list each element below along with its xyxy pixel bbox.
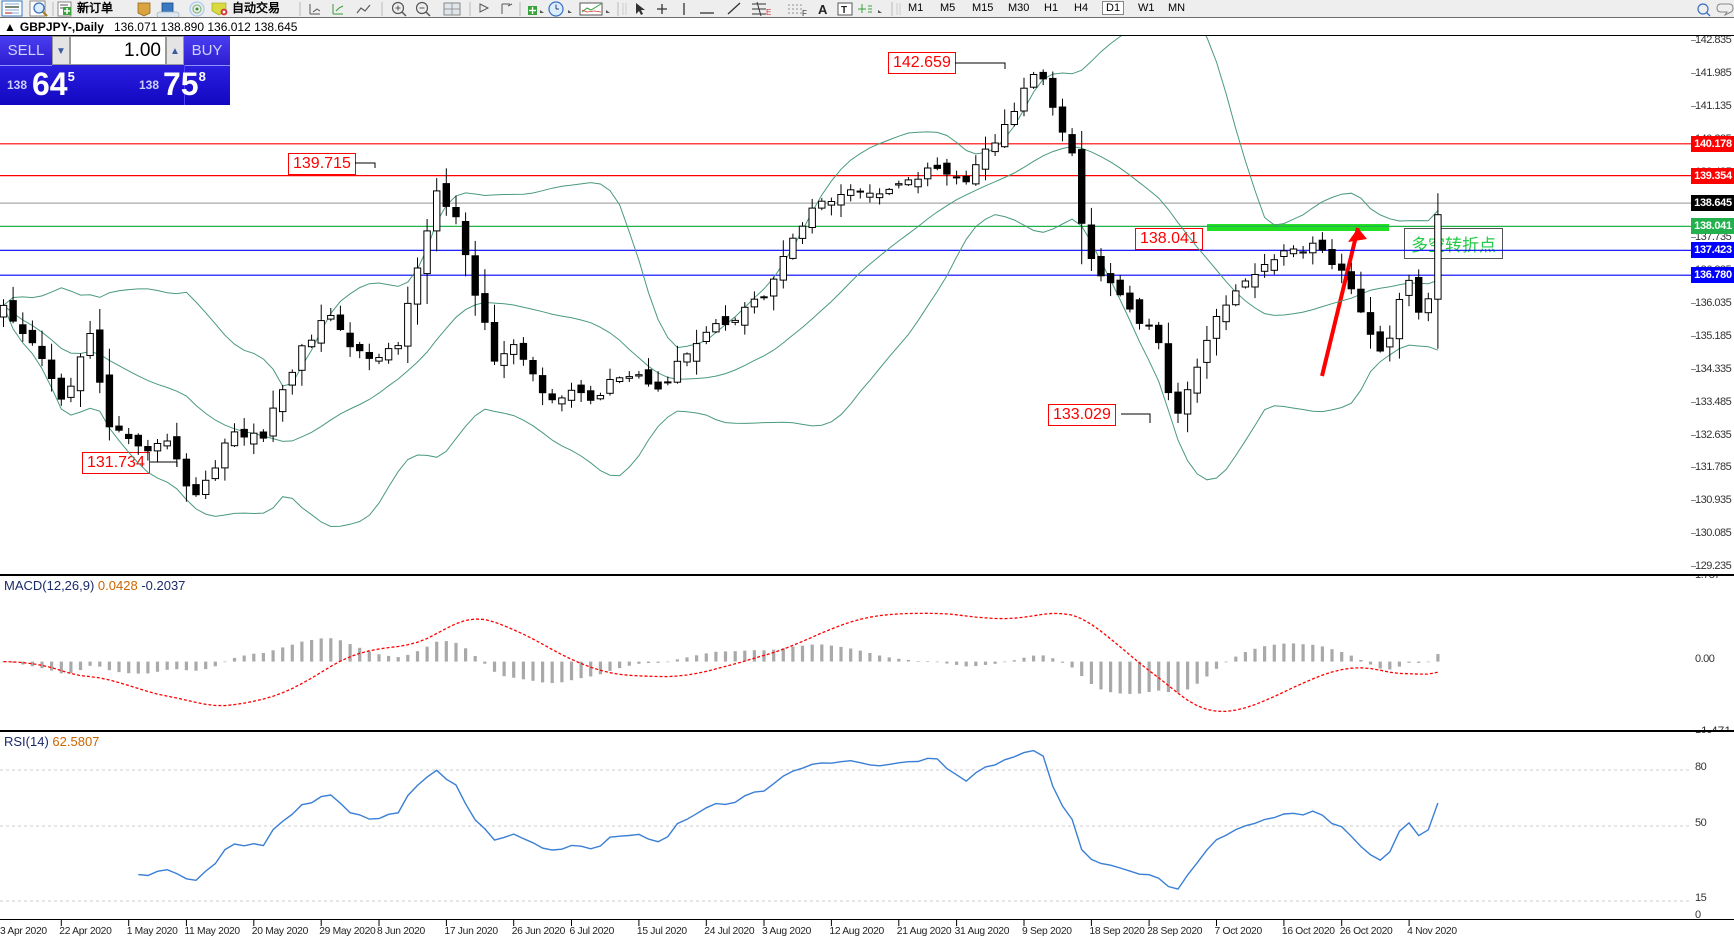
svg-text:A: A <box>818 2 828 17</box>
svg-text:F: F <box>802 9 807 18</box>
svg-text:新订单: 新订单 <box>77 0 113 15</box>
svg-text:E: E <box>766 8 771 17</box>
svg-text:T: T <box>841 5 847 16</box>
svg-text:自动交易: 自动交易 <box>232 0 280 15</box>
